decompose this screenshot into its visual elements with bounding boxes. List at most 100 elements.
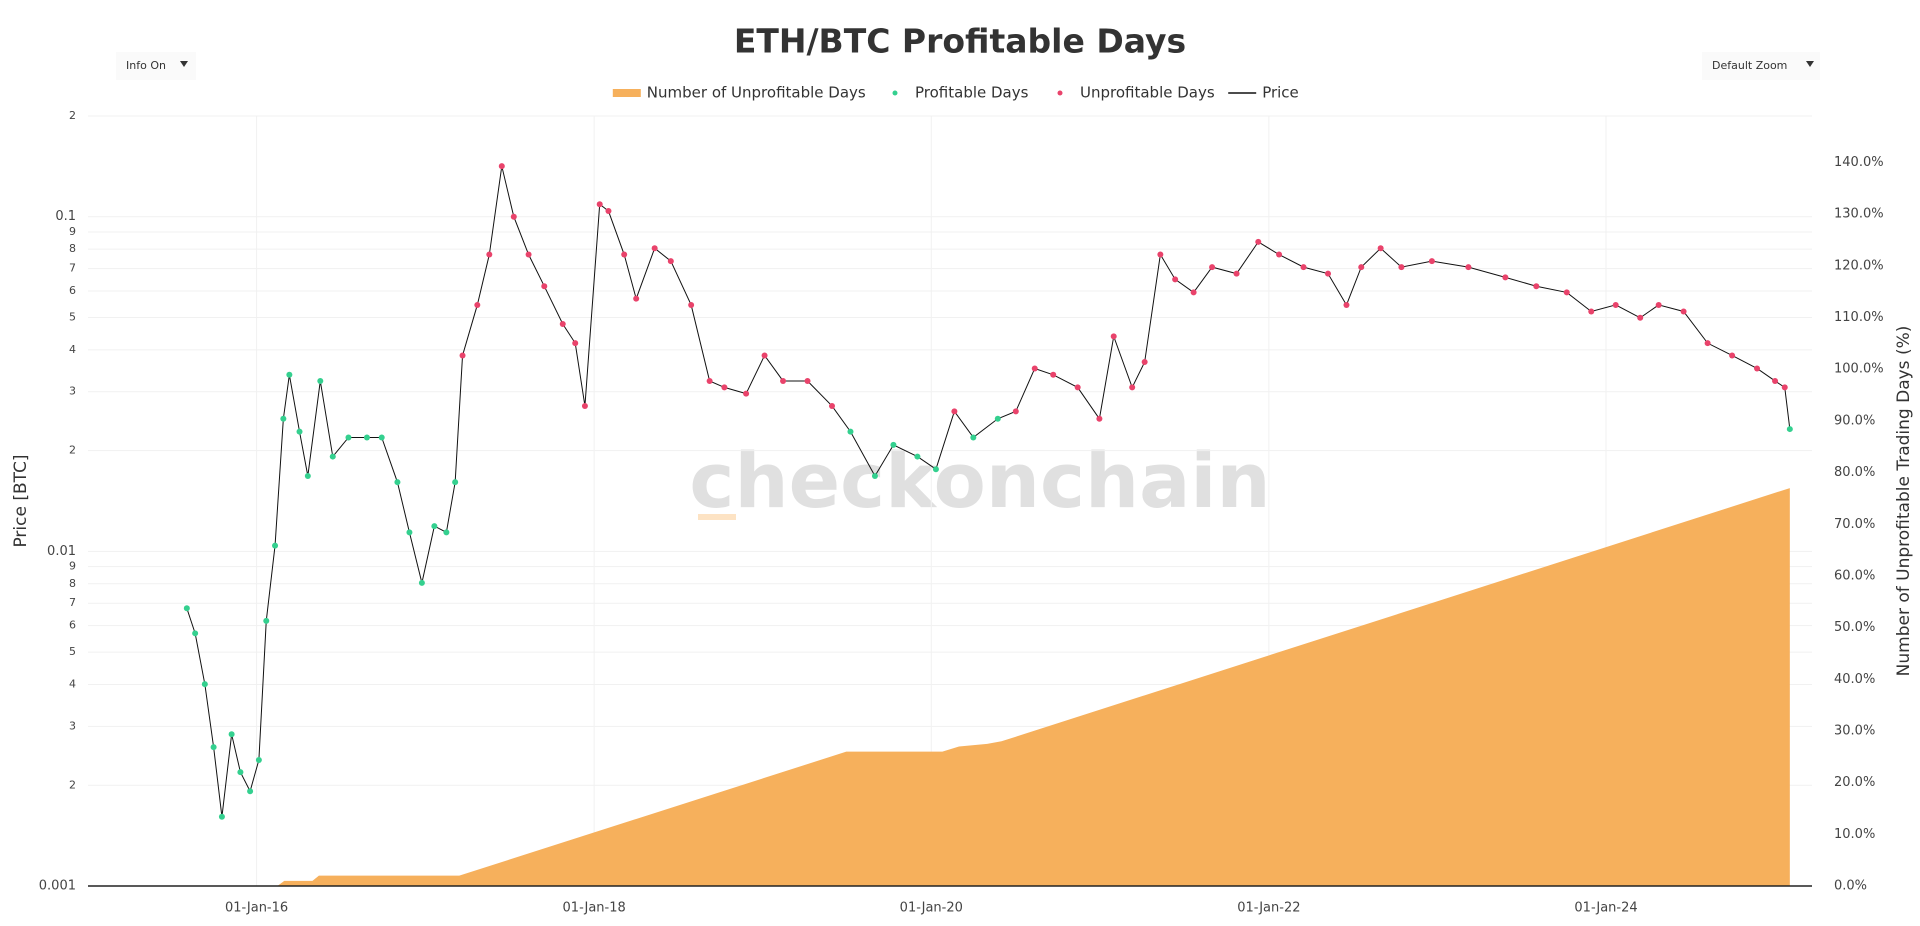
- point: [459, 352, 466, 359]
- y-tick-label: 6: [69, 284, 76, 297]
- y-tick-label: 2: [69, 444, 76, 457]
- point: [1190, 289, 1197, 296]
- point: [1276, 251, 1283, 258]
- y-tick-label: 4: [69, 678, 76, 691]
- point: [247, 788, 254, 795]
- point: [1325, 270, 1332, 277]
- point: [304, 472, 311, 479]
- point: [706, 377, 713, 384]
- zoom-dropdown[interactable]: Default Zoom: [1702, 52, 1820, 80]
- y2-tick-label: 0.0%: [1834, 879, 1867, 894]
- point: [1704, 340, 1711, 347]
- point: [1110, 333, 1117, 340]
- point: [329, 453, 336, 460]
- legend-item[interactable]: Profitable Days: [892, 84, 1029, 102]
- point: [192, 630, 199, 637]
- axes: 0.001234567890.01234567890.120.0%10.0%20…: [39, 109, 1884, 916]
- point: [228, 731, 235, 738]
- x-tick-label: 01-Jan-18: [563, 901, 626, 916]
- point: [263, 617, 270, 624]
- info-dropdown[interactable]: Info On: [116, 52, 196, 80]
- x-tick-label: 01-Jan-22: [1237, 901, 1300, 916]
- y2-tick-label: 120.0%: [1834, 258, 1884, 273]
- legend: Number of Unprofitable Days Profitable Da…: [612, 84, 1299, 102]
- y2-tick-label: 90.0%: [1834, 413, 1875, 428]
- legend-label: Number of Unprofitable Days: [647, 84, 866, 102]
- y-tick-label: 2: [69, 778, 76, 791]
- y-tick-label: 6: [69, 619, 76, 632]
- point: [1209, 264, 1216, 271]
- point: [633, 295, 640, 302]
- point: [1233, 270, 1240, 277]
- legend-item[interactable]: Unprofitable Days: [1057, 84, 1215, 102]
- point: [183, 605, 190, 612]
- point: [280, 415, 287, 422]
- y2-tick-label: 110.0%: [1834, 310, 1884, 325]
- point: [994, 415, 1001, 422]
- point: [621, 251, 628, 258]
- point: [1680, 308, 1687, 315]
- point: [1157, 251, 1164, 258]
- y2-tick-label: 70.0%: [1834, 517, 1875, 532]
- point: [255, 756, 262, 763]
- chart-title: ETH/BTC Profitable Days: [734, 22, 1186, 61]
- legend-item[interactable]: Number of Unprofitable Days: [612, 84, 866, 102]
- watermark-logo: [698, 514, 736, 520]
- point: [272, 542, 279, 549]
- y-tick-label: 8: [69, 242, 76, 255]
- point: [1031, 365, 1038, 372]
- point: [1050, 371, 1057, 378]
- point: [1533, 283, 1540, 290]
- watermark: checkonchain: [689, 436, 1270, 525]
- point: [1637, 314, 1644, 321]
- y-tick-label: 7: [69, 596, 76, 609]
- point: [1300, 264, 1307, 271]
- y2-axis-title: Number of Unprofitable Trading Days (%): [1894, 326, 1914, 677]
- y2-tick-label: 100.0%: [1834, 362, 1884, 377]
- y2-tick-label: 130.0%: [1834, 207, 1884, 222]
- point: [1781, 384, 1788, 391]
- y2-tick-label: 140.0%: [1834, 155, 1884, 170]
- y-tick-label: 9: [69, 225, 76, 238]
- point: [1398, 264, 1405, 271]
- point: [932, 466, 939, 473]
- point: [317, 377, 324, 384]
- y-tick-label: 3: [69, 385, 76, 398]
- plot-area: [183, 163, 1793, 886]
- y-tick-label: 0.1: [55, 209, 76, 224]
- point: [581, 402, 588, 409]
- y2-tick-label: 10.0%: [1834, 827, 1875, 842]
- point: [486, 251, 493, 258]
- point: [345, 434, 352, 441]
- point: [525, 251, 532, 258]
- dropdown-arrow: [1806, 61, 1814, 67]
- y2-tick-label: 20.0%: [1834, 775, 1875, 790]
- legend-label: Unprofitable Days: [1080, 84, 1215, 102]
- area: [186, 488, 1790, 886]
- y2-tick-label: 30.0%: [1834, 723, 1875, 738]
- point: [572, 340, 579, 347]
- legend-swatch: [612, 89, 641, 97]
- y-tick-label: 3: [69, 719, 76, 732]
- point: [1255, 238, 1262, 245]
- y-tick-label: 0.001: [39, 879, 76, 894]
- point: [559, 321, 566, 328]
- legend-item[interactable]: Price: [1228, 84, 1299, 102]
- point: [418, 579, 425, 586]
- point: [1012, 408, 1019, 415]
- point: [970, 434, 977, 441]
- y-tick-label: 4: [69, 343, 76, 356]
- point: [286, 371, 293, 378]
- point: [1588, 308, 1595, 315]
- point: [394, 479, 401, 486]
- point: [780, 377, 787, 384]
- point: [1141, 359, 1148, 366]
- point: [1074, 384, 1081, 391]
- y2-tick-label: 40.0%: [1834, 672, 1875, 687]
- point: [1129, 384, 1136, 391]
- legend-label: Price: [1262, 84, 1299, 102]
- point: [1465, 264, 1472, 271]
- legend-label: Profitable Days: [915, 84, 1029, 102]
